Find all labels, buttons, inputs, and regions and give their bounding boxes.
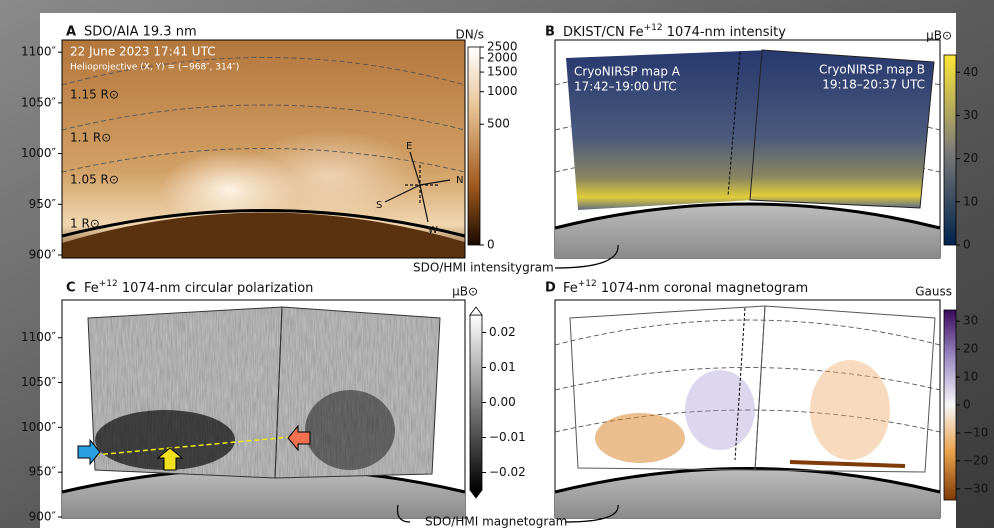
panel-letter: A — [66, 25, 76, 40]
colorbar-tick-label: 2000 — [487, 50, 518, 64]
map-name: CryoNIRSP map B — [819, 63, 925, 77]
colorbar-tick-label: −0.02 — [489, 465, 526, 479]
coordinates-label: Helioprojective (X, Y) = (−968″, 314″) — [70, 63, 239, 73]
panel-a: A SDO/AIA 19.3 nm 22 June 2023 17:41 UTC… — [61, 25, 466, 259]
panel-c: C Fe+12 1074-nm circular polarization — [61, 279, 466, 519]
panel-letter: D — [545, 281, 556, 296]
colorbar-tick-label: 30 — [963, 314, 978, 328]
colorbar-tick-label: −10 — [963, 425, 988, 439]
colorbar-tick-label: 0 — [963, 238, 971, 252]
y-tick-label: 950″ — [29, 197, 57, 211]
panel-title: Fe+12 1074-nm coronal magnetogram — [563, 279, 808, 296]
panel-letter: B — [545, 25, 555, 40]
panel-letter: C — [66, 281, 76, 296]
panel-title: Fe+12 1074-nm circular polarization — [84, 279, 313, 296]
colorbar-tick-label: 0.01 — [489, 360, 516, 374]
compass-label: W — [428, 225, 438, 236]
colorbar-tick-label: 20 — [963, 342, 978, 356]
colorbar-tick-label: 1500 — [487, 65, 518, 79]
compass-label: N — [456, 175, 463, 186]
colorbar-tick-label: 0 — [487, 238, 495, 252]
map-time: 17:42–19:00 UTC — [574, 80, 677, 94]
colorbar-tick-label: 10 — [963, 370, 978, 384]
colorbar-tick-label: 500 — [487, 117, 510, 131]
y-tick-label: 1000″ — [21, 146, 57, 160]
panel-b: B DKIST/CN Fe+12 1074-nm intensity CryoN… — [545, 23, 941, 259]
colorbar-tick-label: 0.02 — [489, 325, 516, 339]
aia-image — [62, 40, 465, 258]
map-a — [566, 50, 768, 210]
y-tick-label: 1050″ — [21, 95, 57, 109]
y-tick-label: 900″ — [29, 510, 57, 524]
y-tick-label: 950″ — [29, 465, 57, 479]
y-tick-label: 1100″ — [21, 330, 57, 344]
colorbar-unit: μB⊙ — [926, 29, 952, 43]
colorbar-tick-label: 0 — [963, 398, 971, 412]
y-tick-label: 1000″ — [21, 420, 57, 434]
colorbar-tick-label: 20 — [963, 151, 978, 165]
callout: SDO/HMI intensitygram — [413, 261, 554, 275]
colorbar-tick-label: 2500 — [487, 40, 518, 54]
colorbar-tick-label: −0.01 — [489, 430, 526, 444]
map-name: CryoNIRSP map A — [574, 65, 681, 79]
axes-and-colorbars: 1100″ 1050″ 1000″ 950″ 900″ 1100″ 1050″ 1000″ 95… — [21, 28, 988, 524]
compass-label: E — [406, 141, 412, 152]
colorbar-tick-label: 1000 — [487, 84, 518, 98]
panel-title: DKIST/CN Fe+12 1074-nm intensity — [563, 23, 786, 40]
colorbar — [469, 314, 483, 491]
colorbar-tick-label: −20 — [963, 453, 988, 467]
colorbar — [943, 54, 957, 246]
colorbar-unit: DN/s — [455, 28, 484, 42]
colorbar-unit: Gauss — [915, 285, 952, 299]
y-tick-label: 1050″ — [21, 375, 57, 389]
colorbar-tick-label: −30 — [963, 481, 988, 495]
compass-label: S — [376, 200, 382, 211]
colorbar-extend — [469, 306, 483, 316]
callout: SDO/HMI magnetogram — [425, 515, 567, 528]
panel-title: SDO/AIA 19.3 nm — [84, 25, 197, 40]
colorbar-tick-label: 40 — [963, 65, 978, 79]
compass — [384, 151, 451, 223]
panel-d: D Fe+12 1074-nm coronal magnetogram — [545, 279, 941, 519]
map-time: 19:18–20:37 UTC — [822, 78, 925, 92]
colorbar-extend — [469, 489, 483, 499]
y-tick-label: 900″ — [29, 248, 57, 262]
contour-label: 1 R⊙ — [70, 217, 100, 231]
contour-label: 1.1 R⊙ — [70, 131, 111, 145]
callout-arrow — [564, 504, 619, 523]
callout-arrow — [396, 504, 411, 523]
y-tick-label: 1100″ — [21, 45, 57, 59]
colorbar — [943, 309, 957, 501]
colorbar — [467, 46, 481, 246]
contour-label: 1.15 R⊙ — [70, 88, 119, 102]
map-b — [749, 49, 935, 209]
colorbar-unit: μB⊙ — [452, 285, 478, 299]
colorbar-tick-label: 10 — [963, 194, 978, 208]
colorbar-tick-label: 0.00 — [489, 395, 516, 409]
colorbar-tick-label: 30 — [963, 108, 978, 122]
callout-arrow — [554, 244, 619, 269]
date-label: 22 June 2023 17:41 UTC — [70, 45, 216, 59]
contour-label: 1.05 R⊙ — [70, 173, 119, 187]
